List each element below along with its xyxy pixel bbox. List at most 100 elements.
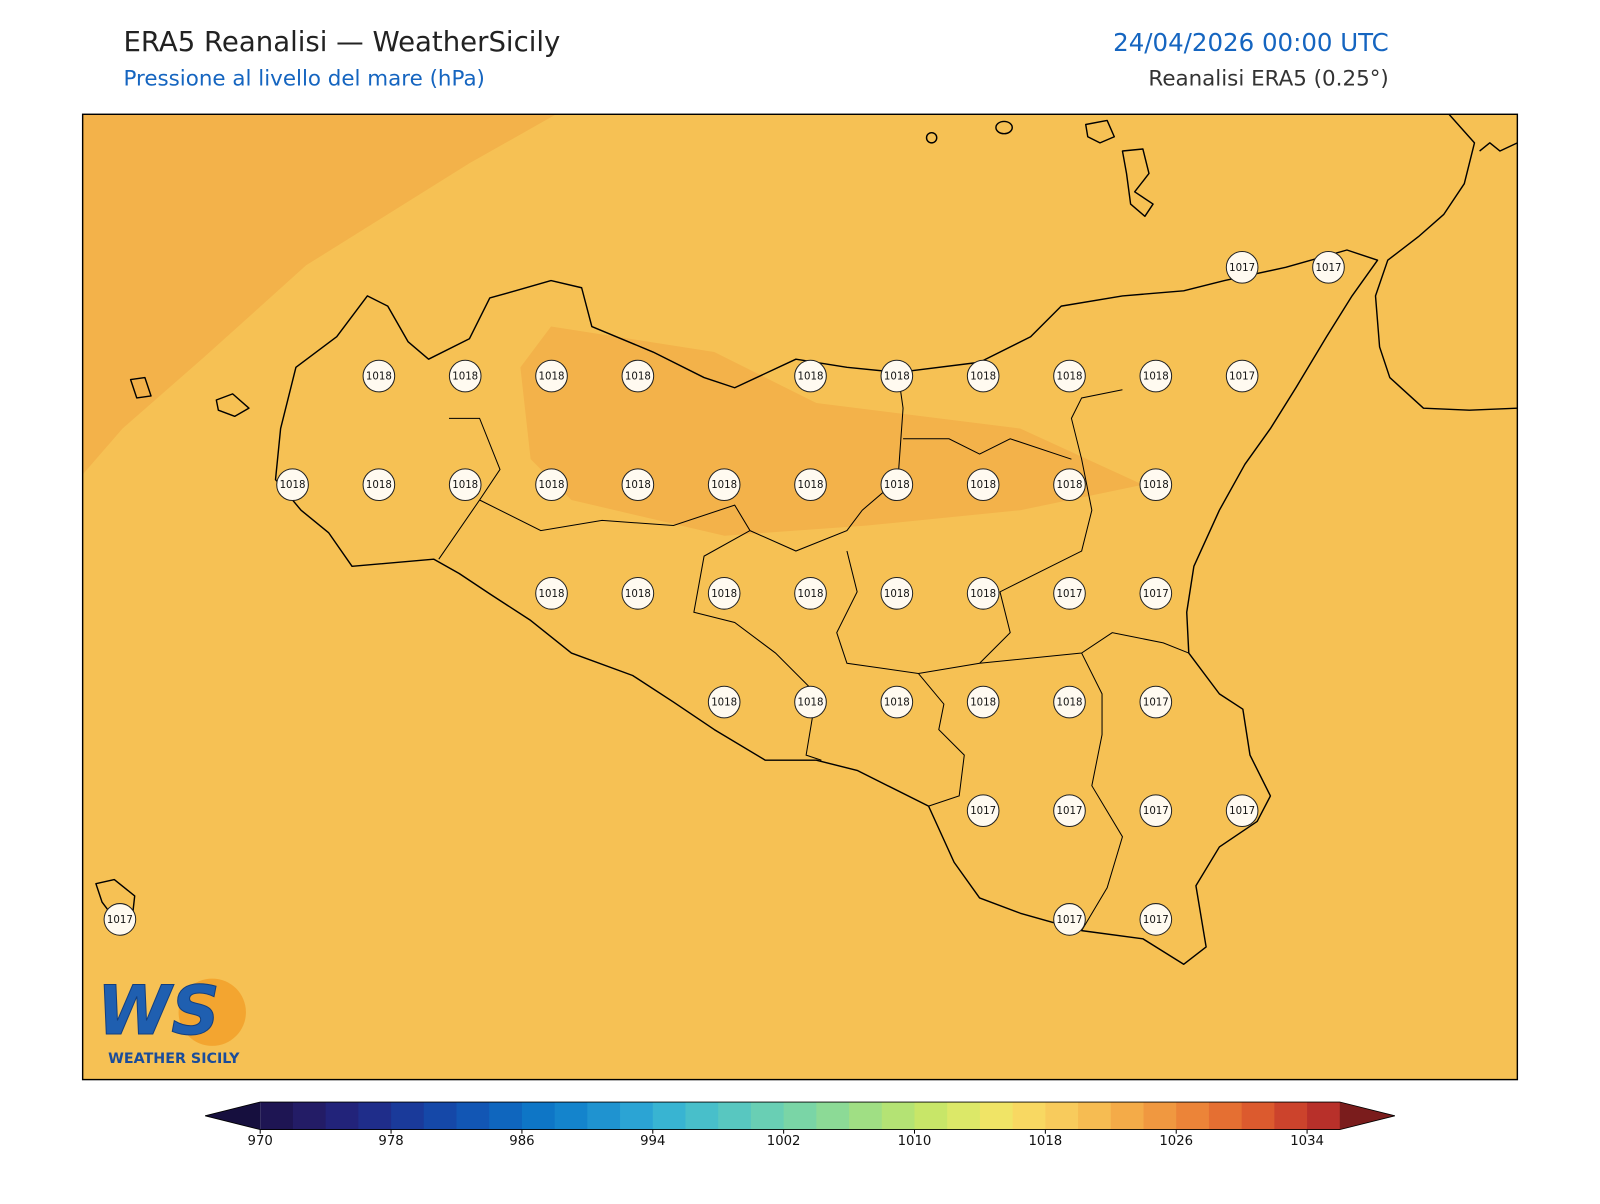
island	[215, 393, 250, 418]
label-marker	[966, 794, 1000, 828]
label-marker	[1139, 685, 1173, 719]
colorbar-bin	[260, 1102, 294, 1130]
colorbar-bin	[423, 1102, 458, 1130]
province-border	[438, 372, 1189, 931]
label-marker	[621, 577, 655, 610]
pressure-label: 1018	[798, 589, 824, 600]
label-marker	[276, 468, 309, 502]
label-marker	[1139, 903, 1173, 936]
pressure-label: 1018	[280, 480, 306, 491]
colorbar-bin	[685, 1102, 719, 1130]
colorbar-bin	[1143, 1102, 1177, 1130]
pressure-label: 1018	[711, 698, 737, 709]
pressure-label: 1018	[539, 372, 565, 383]
colorbar-bin	[1241, 1102, 1275, 1130]
label-marker	[707, 577, 741, 610]
pressure-label: 1018	[1057, 698, 1083, 709]
coastline	[1374, 113, 1518, 411]
pressure-label: 1018	[1057, 372, 1083, 383]
colorbar-tick-label: 1002	[767, 1134, 801, 1149]
colorbar-bin	[816, 1102, 850, 1130]
island	[129, 376, 152, 399]
colorbar-tick-label: 978	[378, 1134, 403, 1149]
pressure-label: 1017	[970, 806, 996, 817]
colorbar-bin	[391, 1102, 425, 1130]
label-marker	[535, 468, 568, 502]
label-marker	[966, 685, 1000, 719]
pressure-label: 1017	[1229, 806, 1255, 817]
pressure-label: 1018	[1143, 372, 1169, 383]
colorbar-bin	[750, 1102, 785, 1130]
label-marker	[707, 468, 741, 502]
pressure-label: 1018	[711, 589, 737, 600]
colorbar-bin	[1208, 1102, 1243, 1130]
colorbar-tick-label: 1018	[1028, 1134, 1062, 1149]
label-marker	[1225, 251, 1259, 284]
pressure-label: 1018	[366, 372, 392, 383]
colorbar-bin	[979, 1102, 1014, 1130]
island	[1085, 119, 1115, 144]
colorbar-bin	[325, 1102, 359, 1130]
pressure-label: 1018	[1057, 480, 1083, 491]
colorbar-over	[1339, 1102, 1395, 1130]
pressure-label: 1018	[1143, 480, 1169, 491]
colorbar-bin	[554, 1102, 588, 1130]
label-marker	[621, 359, 655, 393]
label-marker	[794, 468, 827, 502]
pressure-label: 1018	[711, 480, 737, 491]
label-marker	[535, 359, 568, 393]
pressure-label: 1018	[539, 480, 565, 491]
pressure-label: 1018	[798, 480, 824, 491]
label-marker	[794, 685, 827, 719]
colorbar-bin	[1274, 1102, 1308, 1130]
colorbar-bin	[1110, 1102, 1145, 1130]
label-marker	[794, 577, 827, 610]
colorbar-bin	[881, 1102, 916, 1130]
colorbar: 970 978 986 994 1002 1010 1018 1026 1034	[205, 1101, 1395, 1149]
pressure-label: 1017	[1229, 263, 1255, 274]
label-marker	[880, 577, 914, 610]
pressure-label: 1018	[884, 698, 910, 709]
label-marker	[880, 685, 914, 719]
colorbar-bin	[587, 1102, 621, 1130]
label-marker	[707, 685, 741, 719]
coastline	[274, 249, 1379, 965]
pressure-label: 1017	[1143, 915, 1169, 926]
label-marker	[966, 468, 1000, 502]
label-marker	[1053, 577, 1086, 610]
subtitle: Pressione al livello del mare (hPa)	[123, 67, 484, 92]
logo-mark: WS	[97, 971, 220, 1050]
label-marker	[362, 468, 396, 502]
colorbar-bin	[489, 1102, 523, 1130]
colorbar-bin	[1078, 1102, 1112, 1130]
label-marker	[448, 359, 482, 393]
label-marker	[794, 359, 827, 393]
colorbar-tick-label: 994	[640, 1134, 665, 1149]
label-marker	[966, 577, 1000, 610]
pressure-label: 1018	[884, 589, 910, 600]
pressure-label: 1018	[366, 480, 392, 491]
pressure-label: 1017	[1143, 589, 1169, 600]
datetime: 24/04/2026 00:00 UTC	[1113, 28, 1389, 57]
colorbar-outline	[205, 1101, 1395, 1131]
island	[995, 120, 1013, 135]
colorbar-bin	[1045, 1102, 1079, 1130]
label-marker	[966, 359, 1000, 393]
map-frame	[81, 113, 1519, 1081]
label-marker	[1053, 359, 1086, 393]
field-contour	[82, 114, 557, 475]
label-marker	[1139, 794, 1173, 828]
pressure-label: 1017	[1143, 806, 1169, 817]
colorbar-bin	[358, 1102, 392, 1130]
colorbar-tick-label: 970	[248, 1134, 273, 1149]
label-marker	[621, 468, 655, 502]
colorbar-bin	[947, 1102, 981, 1130]
colorbar-bin	[1012, 1102, 1046, 1130]
logo-name: WEATHER SICILY	[108, 1051, 240, 1067]
label-marker	[1139, 468, 1173, 502]
colorbar-bin	[1176, 1102, 1210, 1130]
colorbar-bin	[783, 1102, 817, 1130]
label-marker	[1139, 577, 1173, 610]
pressure-label: 1018	[798, 698, 824, 709]
